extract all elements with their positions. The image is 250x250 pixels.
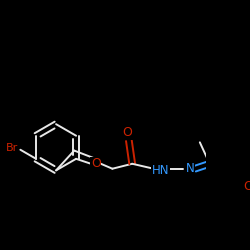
Text: Br: Br bbox=[6, 143, 18, 153]
Text: N: N bbox=[186, 162, 194, 175]
Text: O: O bbox=[122, 126, 132, 139]
Text: O: O bbox=[91, 157, 101, 170]
Text: HN: HN bbox=[152, 164, 169, 177]
Text: O: O bbox=[244, 180, 250, 193]
